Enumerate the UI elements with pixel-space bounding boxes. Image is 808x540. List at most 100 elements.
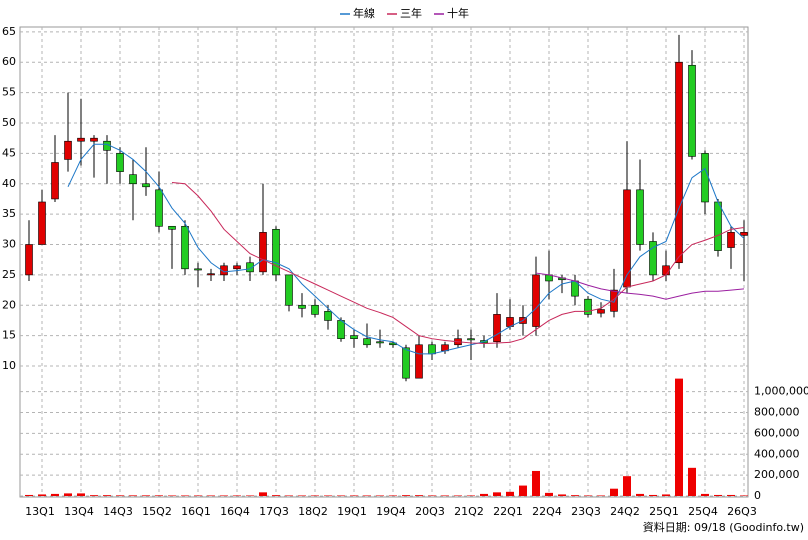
volume-bar [246,495,254,496]
x-tick-label: 25Q1 [649,505,679,518]
x-tick-label: 13Q1 [25,505,55,518]
x-tick-label: 15Q2 [142,505,172,518]
candle-body [51,162,59,200]
candle-body [337,320,345,339]
volume-bar [740,495,748,496]
volume-bar [311,495,319,496]
y-tick-label: 15 [2,329,16,342]
volume-bar [207,495,215,496]
volume-bar [441,495,449,496]
candle-body [688,64,696,157]
ma-line [535,272,745,300]
y-tick-label: 55 [2,86,16,99]
candle-body [181,225,189,270]
candle-body [584,298,592,315]
candle-body [493,314,501,343]
candle-body [272,229,280,276]
x-tick-label: 21Q2 [454,505,484,518]
volume-bar [103,495,111,496]
candle-body [415,344,423,379]
y2-tick-label: 1,000,000 [754,385,808,398]
x-tick-label: 13Q4 [64,505,94,518]
y2-tick-label: 0 [754,489,761,502]
candle-body [64,140,72,160]
x-tick-label: 17Q3 [259,505,289,518]
y-tick-label: 30 [2,238,16,251]
y-tick-label: 60 [2,55,16,68]
ma-line [171,182,745,345]
volume-bar [376,495,384,496]
volume-bar [493,492,501,496]
candle-body [259,232,267,273]
y-tick-label: 25 [2,268,16,281]
x-tick-label: 25Q4 [688,505,718,518]
volume-bar [558,494,566,496]
volume-bar [285,495,293,496]
candle-body [285,274,293,306]
volume-bar [272,495,280,496]
candle-body [714,201,722,251]
legend-label: 三年 [400,6,422,20]
volume-bar [194,495,202,496]
candle-body [363,338,371,346]
candle-body [350,335,358,339]
x-tick-label: 16Q1 [181,505,211,518]
candle-body [116,153,124,172]
candle-body [324,311,332,321]
candle-body [597,309,605,314]
volume-bar [688,467,696,496]
volume-bar [259,492,267,496]
volume-bar [168,495,176,496]
volume-bar [38,494,46,496]
candle-body [610,289,618,312]
x-tick-label: 22Q4 [532,505,562,518]
y2-tick-label: 200,000 [754,468,800,481]
candle-body [38,201,46,245]
volume-bar [51,493,59,496]
x-tick-label: 19Q1 [337,505,367,518]
candle-body [311,304,319,315]
x-tick-label: 22Q1 [493,505,523,518]
volume-bar [675,378,683,496]
legend-label: 十年 [447,6,469,20]
volume-bar [25,494,33,496]
candle-body [129,174,137,185]
volume-bar [519,485,527,496]
volume-bar [64,493,72,496]
candle-body [662,265,670,276]
candle-body [467,338,475,341]
volume-bar [298,495,306,496]
volume-bar [428,495,436,496]
y-tick-label: 20 [2,298,16,311]
volume-bar [155,495,163,496]
volume-bar [77,493,85,496]
volume-bar [584,495,592,496]
volume-bar [662,494,670,496]
candle-body [428,344,436,355]
volume-bar [363,495,371,496]
volume-bar [220,495,228,496]
volume-bar [597,495,605,496]
x-tick-label: 26Q3 [727,505,757,518]
y2-tick-label: 600,000 [754,426,800,439]
volume-bar [337,495,345,496]
x-tick-label: 16Q4 [220,505,250,518]
candle-body [649,241,657,276]
candle-body [207,273,215,276]
volume-bar [116,495,124,496]
candle-body [25,244,33,276]
volume-bar [727,494,735,496]
y-tick-label: 65 [2,25,16,38]
candle-body [220,265,228,276]
volume-bar [181,495,189,496]
volume-bar [610,488,618,496]
y2-tick-label: 800,000 [754,406,800,419]
volume-bar [506,491,514,496]
x-tick-label: 14Q3 [103,505,133,518]
x-tick-label: 18Q2 [298,505,328,518]
x-tick-label: 19Q4 [376,505,406,518]
candle-body [532,274,540,327]
candle-body [194,268,202,271]
x-tick-label: 24Q2 [610,505,640,518]
